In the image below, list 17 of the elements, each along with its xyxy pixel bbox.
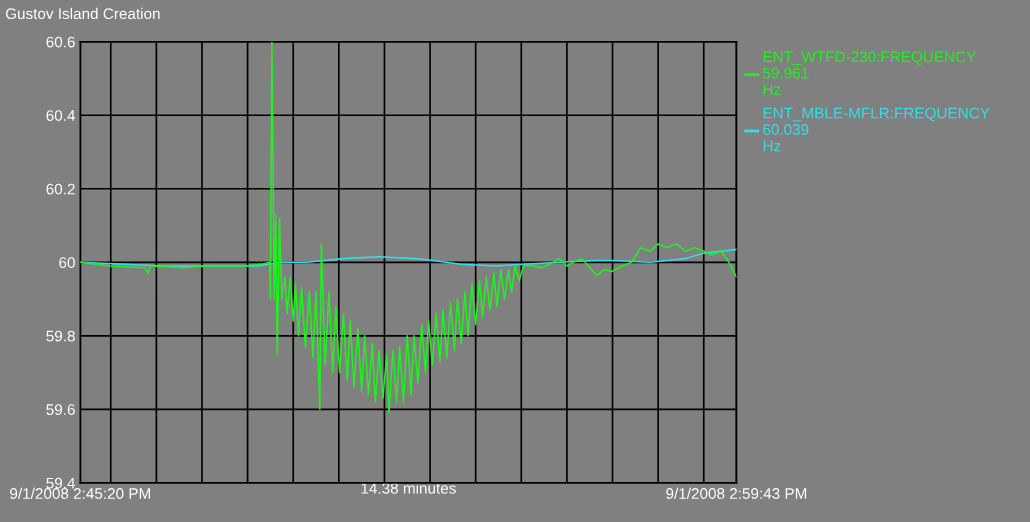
text: 60.039: [763, 124, 809, 135]
y-tick-label: 60.2: [46, 183, 75, 195]
x-tick-label: 9/1/2008 2:45:20 PM: [10, 487, 151, 499]
text: 59.961: [763, 67, 809, 79]
text: Hz: [763, 84, 781, 95]
text: ENT_MBLE-MFLR:FREQUENCY: [763, 107, 990, 122]
chart-title: Gustov Island Creation: [5, 7, 160, 20]
x-tick-label: 9/1/2008 2:59:43 PM: [666, 487, 807, 499]
y-tick-label: 59.6: [46, 404, 75, 416]
y-tick-label: 59.8: [46, 330, 75, 342]
text: ENT_WTFD-230:FREQUENCY: [763, 51, 976, 66]
y-tick-label: 60: [59, 257, 75, 268]
text: Hz: [763, 140, 781, 152]
y-tick-label: 59.4: [46, 477, 76, 489]
y-tick-label: 60.6: [46, 36, 75, 48]
y-tick-label: 60.4: [46, 110, 76, 121]
x-axis-title: 14.38 minutes: [361, 482, 456, 494]
